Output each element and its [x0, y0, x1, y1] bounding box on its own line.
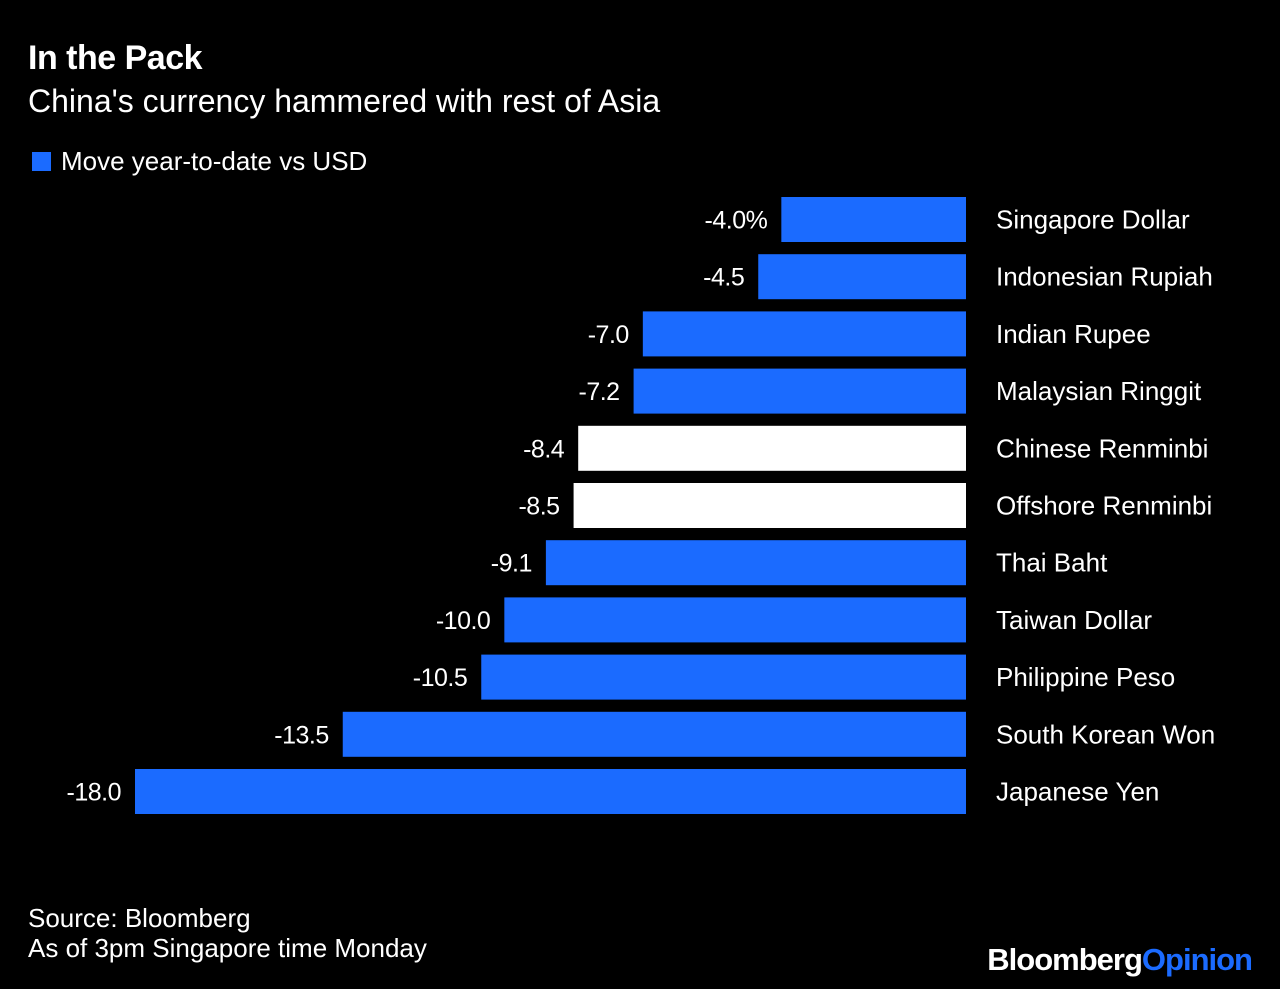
- bar-indian-rupee: [642, 311, 966, 357]
- value-label-thai-baht: -9.1: [491, 550, 532, 578]
- category-label-singapore-dollar: Singapore Dollar: [996, 205, 1190, 235]
- value-label-malaysian-ringgit: -7.2: [579, 378, 620, 406]
- bar-indonesian-rupiah: [758, 254, 966, 300]
- category-label-malaysian-ringgit: Malaysian Ringgit: [996, 376, 1202, 406]
- chart-subtitle: China's currency hammered with rest of A…: [28, 83, 661, 119]
- bar-chinese-renminbi: [578, 425, 966, 471]
- category-label-japanese-yen: Japanese Yen: [996, 777, 1159, 807]
- legend: Move year-to-date vs USD: [32, 146, 367, 177]
- brand-logo-part2: Opinion: [1141, 942, 1253, 977]
- category-label-taiwan-dollar: Taiwan Dollar: [996, 605, 1152, 635]
- category-label-indian-rupee: Indian Rupee: [996, 319, 1151, 349]
- category-label-philippine-peso: Philippine Peso: [996, 662, 1175, 692]
- bar-philippine-peso: [481, 654, 966, 700]
- bar-taiwan-dollar: [504, 597, 966, 643]
- value-label-indian-rupee: -7.0: [588, 321, 629, 349]
- value-label-japanese-yen: -18.0: [67, 779, 121, 807]
- value-label-philippine-peso: -10.5: [413, 664, 467, 692]
- category-label-thai-baht: Thai Baht: [996, 548, 1108, 578]
- source-note: Source: Bloomberg: [28, 903, 251, 933]
- bar-thai-baht: [545, 540, 966, 586]
- footer: Source: Bloomberg As of 3pm Singapore ti…: [28, 903, 427, 964]
- chart-title: In the Pack: [28, 39, 203, 77]
- brand-logo-part1: Bloomberg: [987, 942, 1143, 977]
- category-label-chinese-renminbi: Chinese Renminbi: [996, 433, 1208, 463]
- value-label-singapore-dollar: -4.0%: [705, 207, 768, 235]
- brand-logo: BloombergOpinion: [987, 942, 1253, 978]
- bar-offshore-renminbi: [573, 483, 966, 528]
- bar-singapore-dollar: [781, 197, 966, 242]
- bar-malaysian-ringgit: [633, 368, 966, 414]
- value-label-south-korean-won: -13.5: [274, 721, 328, 749]
- timestamp-note: As of 3pm Singapore time Monday: [28, 932, 427, 963]
- category-label-indonesian-rupiah: Indonesian Rupiah: [996, 262, 1213, 292]
- value-label-taiwan-dollar: -10.0: [436, 607, 490, 635]
- category-label-offshore-renminbi: Offshore Renminbi: [996, 491, 1212, 521]
- value-label-indonesian-rupiah: -4.5: [703, 264, 744, 292]
- category-label-south-korean-won: South Korean Won: [996, 719, 1215, 749]
- bar-japanese-yen: [135, 769, 966, 814]
- legend-label: Move year-to-date vs USD: [61, 146, 368, 176]
- legend-swatch: [32, 152, 51, 171]
- value-label-chinese-renminbi: -8.4: [523, 435, 565, 463]
- bar-south-korean-won: [342, 711, 966, 757]
- value-label-offshore-renminbi: -8.5: [518, 493, 559, 521]
